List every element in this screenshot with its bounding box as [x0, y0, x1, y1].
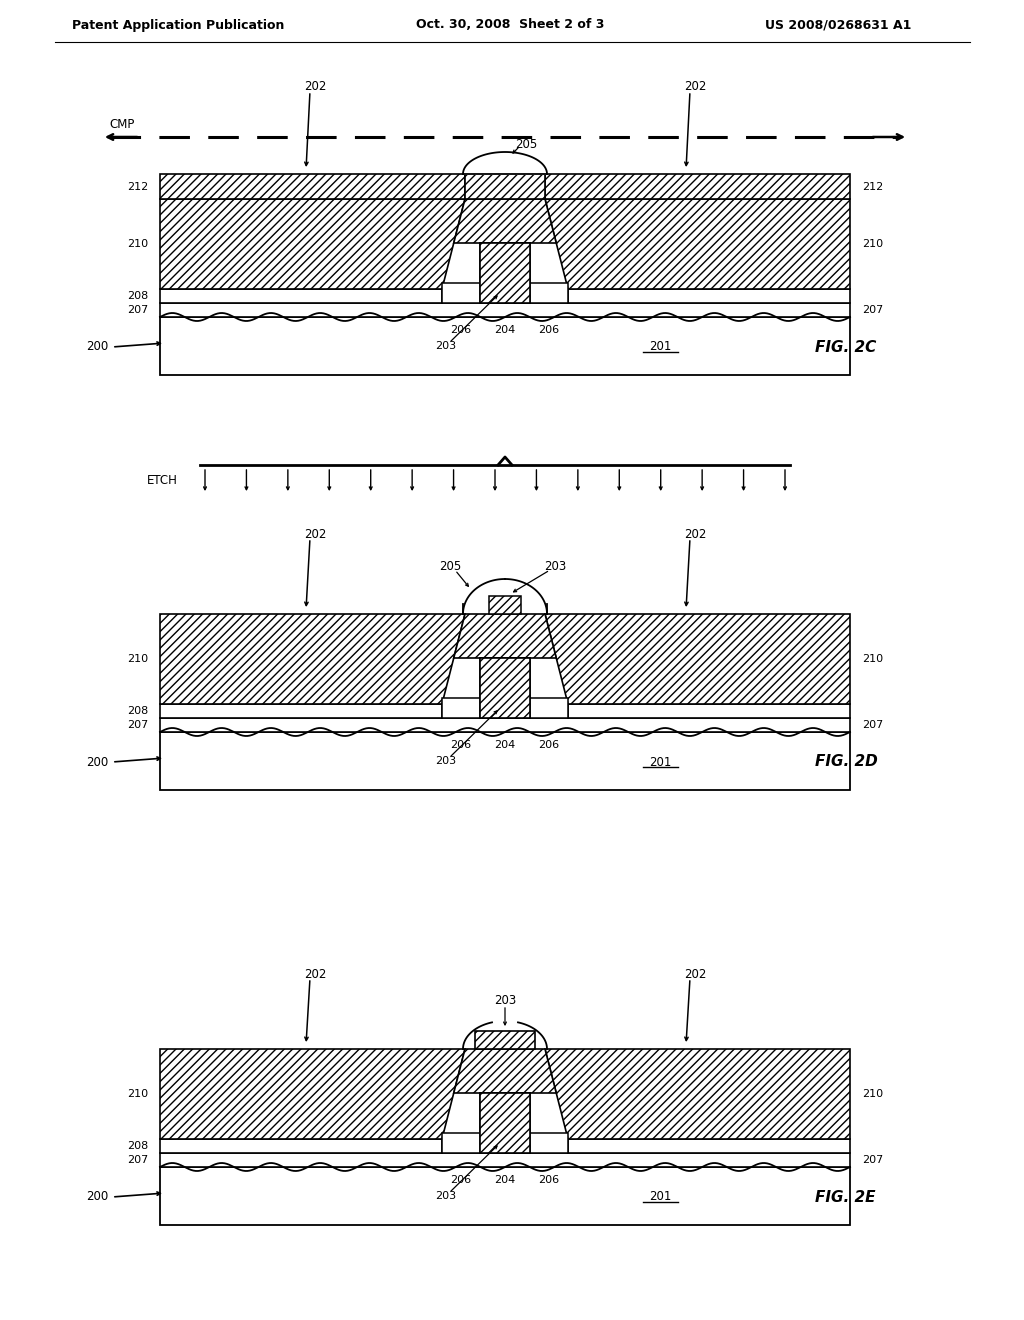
Polygon shape — [545, 199, 850, 289]
Bar — [465, 174, 545, 199]
Bar — [568, 704, 850, 718]
Text: 205: 205 — [515, 139, 538, 152]
Text: 210: 210 — [127, 653, 148, 664]
Text: 202: 202 — [304, 528, 327, 540]
Bar — [480, 1093, 530, 1152]
Polygon shape — [463, 152, 547, 174]
Text: 210: 210 — [127, 239, 148, 249]
Text: Oct. 30, 2008  Sheet 2 of 3: Oct. 30, 2008 Sheet 2 of 3 — [416, 18, 604, 32]
Text: 203: 203 — [435, 756, 457, 766]
Bar — [530, 1133, 568, 1152]
Bar — [480, 657, 530, 718]
Text: FIG. 2E: FIG. 2E — [815, 1189, 876, 1204]
Bar — [160, 704, 442, 718]
Text: 208: 208 — [127, 290, 148, 301]
Text: 204: 204 — [495, 741, 516, 750]
Bar — [530, 698, 568, 718]
Bar — [545, 174, 850, 199]
Polygon shape — [454, 1049, 556, 1093]
Bar — [480, 657, 530, 718]
Polygon shape — [160, 199, 465, 289]
Text: 210: 210 — [127, 1089, 148, 1100]
Text: FIG. 2D: FIG. 2D — [815, 755, 878, 770]
Text: 202: 202 — [684, 81, 707, 94]
Bar — [568, 289, 850, 304]
Polygon shape — [454, 199, 556, 243]
Text: 202: 202 — [684, 968, 707, 981]
Bar — [480, 243, 530, 304]
Text: 207: 207 — [127, 305, 148, 315]
Text: 202: 202 — [304, 81, 327, 94]
Bar — [160, 733, 850, 789]
Bar — [480, 243, 530, 304]
Bar — [480, 1093, 530, 1152]
Text: FIG. 2C: FIG. 2C — [815, 339, 877, 355]
Text: 206: 206 — [451, 1175, 472, 1185]
Polygon shape — [545, 614, 850, 704]
Text: 200: 200 — [86, 341, 108, 354]
Text: 205: 205 — [439, 561, 461, 573]
Bar — [442, 1133, 480, 1152]
Text: US 2008/0268631 A1: US 2008/0268631 A1 — [765, 18, 911, 32]
Bar — [160, 1167, 850, 1225]
Bar — [442, 282, 480, 304]
Text: 203: 203 — [435, 1191, 457, 1201]
Text: 203: 203 — [544, 561, 566, 573]
Bar — [489, 597, 521, 614]
Text: 207: 207 — [862, 305, 884, 315]
Text: 203: 203 — [435, 341, 457, 351]
Text: 204: 204 — [495, 325, 516, 335]
Polygon shape — [160, 614, 465, 704]
Text: 200: 200 — [86, 1191, 108, 1204]
Text: CMP: CMP — [110, 117, 135, 131]
Polygon shape — [545, 1049, 850, 1139]
Bar — [160, 174, 465, 199]
Bar — [568, 1139, 850, 1152]
Text: 203: 203 — [494, 994, 516, 1007]
Text: Patent Application Publication: Patent Application Publication — [72, 18, 285, 32]
Text: 207: 207 — [862, 719, 884, 730]
Bar — [530, 282, 568, 304]
Bar — [160, 1139, 442, 1152]
Text: 201: 201 — [649, 341, 671, 354]
Text: 208: 208 — [127, 1140, 148, 1151]
Text: 212: 212 — [862, 182, 884, 191]
Text: 207: 207 — [127, 1155, 148, 1166]
Text: 202: 202 — [684, 528, 707, 540]
Text: 206: 206 — [539, 1175, 559, 1185]
Polygon shape — [454, 614, 556, 657]
Bar — [160, 718, 850, 733]
Text: 210: 210 — [862, 239, 883, 249]
Text: 202: 202 — [304, 968, 327, 981]
Bar — [475, 1031, 535, 1049]
Bar — [160, 289, 442, 304]
Text: 210: 210 — [862, 653, 883, 664]
Bar — [160, 1152, 850, 1167]
Text: ETCH: ETCH — [146, 474, 177, 487]
Text: 206: 206 — [451, 741, 472, 750]
Text: 207: 207 — [862, 1155, 884, 1166]
Bar — [442, 698, 480, 718]
Bar — [160, 304, 850, 317]
Text: 204: 204 — [495, 1175, 516, 1185]
Polygon shape — [160, 1049, 465, 1139]
Text: 206: 206 — [539, 741, 559, 750]
Text: 210: 210 — [862, 1089, 883, 1100]
Text: 206: 206 — [451, 325, 472, 335]
Text: 208: 208 — [127, 706, 148, 715]
Text: 201: 201 — [649, 1191, 671, 1204]
Text: 207: 207 — [127, 719, 148, 730]
Bar — [160, 317, 850, 375]
Text: 201: 201 — [649, 755, 671, 768]
Text: 200: 200 — [86, 755, 108, 768]
Text: 212: 212 — [127, 182, 148, 191]
Text: 206: 206 — [539, 325, 559, 335]
